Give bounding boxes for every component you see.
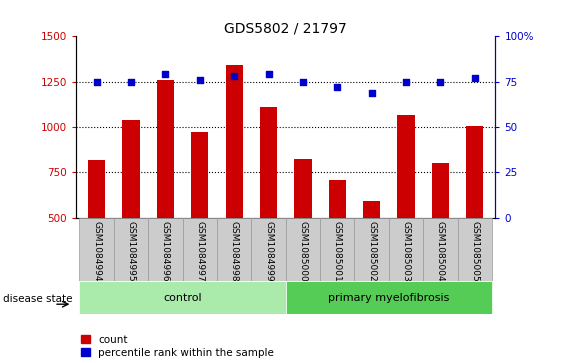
Text: primary myelofibrosis: primary myelofibrosis bbox=[328, 293, 449, 303]
Text: GSM1084995: GSM1084995 bbox=[127, 221, 136, 282]
Text: GSM1085005: GSM1085005 bbox=[470, 221, 479, 282]
Bar bbox=[389, 218, 423, 281]
Bar bbox=[294, 159, 311, 218]
Bar bbox=[423, 218, 458, 281]
Bar bbox=[251, 218, 286, 281]
Text: GSM1084994: GSM1084994 bbox=[92, 221, 101, 281]
Text: GSM1085001: GSM1085001 bbox=[333, 221, 342, 282]
Point bbox=[298, 79, 307, 85]
Bar bbox=[286, 218, 320, 281]
Point bbox=[333, 84, 342, 90]
Bar bbox=[329, 180, 346, 218]
Bar bbox=[226, 65, 243, 218]
Bar bbox=[79, 218, 114, 281]
Text: GSM1084996: GSM1084996 bbox=[161, 221, 170, 282]
Bar bbox=[148, 218, 182, 281]
Bar bbox=[217, 218, 251, 281]
Point bbox=[367, 90, 376, 95]
Point bbox=[470, 75, 479, 81]
Bar bbox=[363, 201, 380, 218]
Bar bbox=[79, 281, 286, 314]
Text: control: control bbox=[163, 293, 202, 303]
Bar bbox=[458, 218, 492, 281]
Point bbox=[264, 72, 273, 77]
Bar bbox=[355, 218, 389, 281]
Bar bbox=[286, 281, 492, 314]
Bar bbox=[182, 218, 217, 281]
Text: GSM1085004: GSM1085004 bbox=[436, 221, 445, 282]
Point bbox=[161, 72, 170, 77]
Bar bbox=[260, 107, 277, 218]
Text: GSM1085003: GSM1085003 bbox=[401, 221, 410, 282]
Point bbox=[401, 79, 410, 85]
Point bbox=[127, 79, 136, 85]
Point bbox=[230, 73, 239, 79]
Bar bbox=[122, 120, 140, 218]
Text: disease state: disease state bbox=[3, 294, 72, 305]
Text: GSM1084999: GSM1084999 bbox=[264, 221, 273, 282]
Point bbox=[436, 79, 445, 85]
Bar bbox=[191, 132, 208, 218]
Text: GSM1084997: GSM1084997 bbox=[195, 221, 204, 282]
Bar bbox=[157, 80, 174, 218]
Bar bbox=[88, 160, 105, 218]
Point bbox=[92, 79, 101, 85]
Bar bbox=[466, 126, 484, 218]
Text: GSM1084998: GSM1084998 bbox=[230, 221, 239, 282]
Title: GDS5802 / 21797: GDS5802 / 21797 bbox=[224, 21, 347, 35]
Legend: count, percentile rank within the sample: count, percentile rank within the sample bbox=[81, 335, 274, 358]
Bar bbox=[320, 218, 355, 281]
Bar bbox=[432, 163, 449, 218]
Point bbox=[195, 77, 204, 83]
Text: GSM1085000: GSM1085000 bbox=[298, 221, 307, 282]
Bar bbox=[114, 218, 148, 281]
Text: GSM1085002: GSM1085002 bbox=[367, 221, 376, 282]
Bar bbox=[397, 115, 414, 218]
